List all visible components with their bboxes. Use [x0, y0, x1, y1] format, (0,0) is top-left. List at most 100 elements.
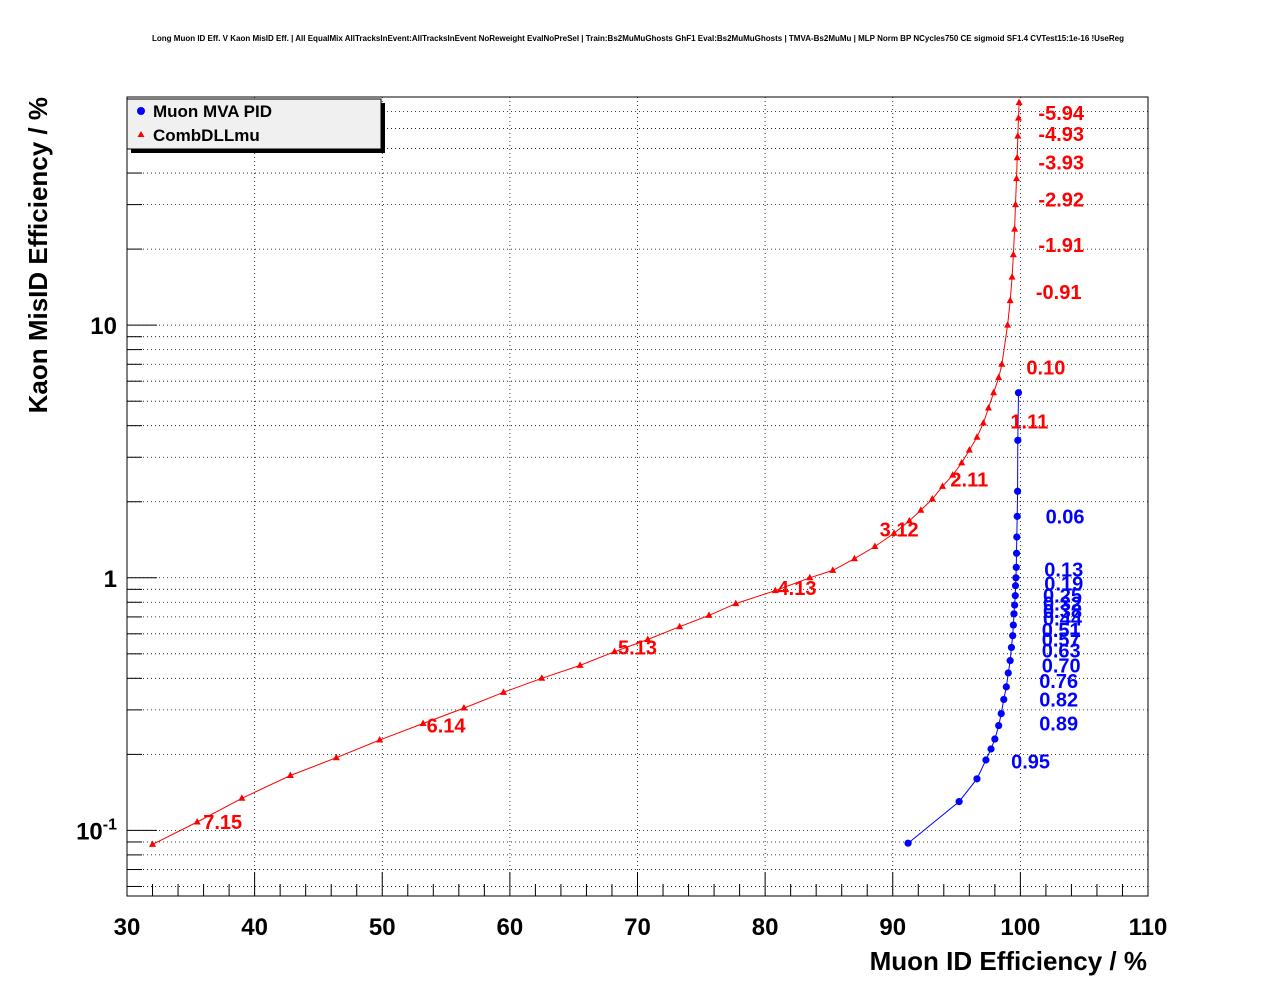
- x-tick-label: 50: [369, 914, 396, 941]
- point-label: -4.93: [1038, 124, 1084, 146]
- data-point: [1010, 610, 1018, 618]
- data-point: [871, 542, 879, 549]
- data-point: [419, 719, 427, 726]
- data-point: [1014, 114, 1022, 121]
- data-point: [1009, 621, 1017, 629]
- point-label: 0.10: [1026, 357, 1065, 379]
- x-tick-labels: 30 40 50 60 70 80 90 100 110: [114, 914, 1168, 941]
- grid: [126, 96, 1149, 896]
- data-point: [990, 388, 998, 396]
- annotation-layer: -5.94-4.93 -3.93 -2.92 -1.91 -0.91 0.10 1.11 2.…: [203, 103, 1085, 834]
- data-point: [965, 446, 973, 453]
- point-label: -0.91: [1036, 282, 1082, 304]
- data-point: [1011, 592, 1019, 600]
- data-point: [1013, 487, 1022, 495]
- data-point: [1012, 563, 1020, 571]
- legend-marker-muon-mva: [137, 107, 145, 115]
- data-point: [705, 611, 713, 618]
- point-label: 1.11: [1010, 412, 1048, 434]
- data-point: [1004, 669, 1012, 677]
- x-tick-label: 40: [241, 914, 268, 941]
- data-point: [1006, 296, 1014, 304]
- data-point: [904, 839, 912, 847]
- plot-frame: [126, 96, 1149, 897]
- point-label: 0.70: [1042, 655, 1081, 677]
- x-tick-label: 90: [879, 914, 906, 941]
- point-label: 0.19: [1044, 573, 1083, 595]
- data-point: [1000, 695, 1008, 704]
- x-tick-label: 60: [497, 914, 524, 941]
- data-point: [806, 573, 814, 581]
- data-point: [1013, 533, 1021, 541]
- point-label: 0.25: [1043, 586, 1082, 608]
- data-point: [1015, 98, 1023, 106]
- data-point: [958, 458, 966, 466]
- y-tick-labels: 10-1 1 10: [76, 313, 117, 845]
- data-point: [676, 622, 684, 630]
- data-point: [1009, 250, 1017, 258]
- point-label: 0.38: [1043, 601, 1082, 623]
- data-point: [973, 433, 981, 440]
- data-point: [644, 635, 652, 642]
- data-point: [538, 674, 546, 681]
- data-point: [1008, 273, 1016, 280]
- data-point: [917, 506, 925, 513]
- data-point: [973, 775, 981, 783]
- point-label: 0.76: [1039, 671, 1078, 693]
- data-point: [979, 418, 987, 426]
- point-label: 0.51: [1042, 620, 1081, 642]
- x-axis-title: Muon ID Efficiency / %: [870, 946, 1147, 976]
- data-point: [1004, 321, 1012, 328]
- x-tick-label: 80: [752, 914, 779, 941]
- x-tick-label: 100: [1000, 914, 1040, 941]
- data-point: [949, 471, 957, 478]
- y-tick-label: 10-1: [76, 816, 117, 845]
- data-point: [905, 516, 913, 524]
- legend-label-combdllmu: CombDLLmu: [153, 126, 260, 145]
- point-label: 0.13: [1044, 559, 1083, 581]
- data-point: [1011, 601, 1019, 609]
- data-point: [998, 360, 1006, 367]
- point-label: -3.93: [1038, 153, 1084, 175]
- point-label: 7.15: [203, 812, 242, 834]
- data-point: [1002, 683, 1010, 691]
- data-point: [576, 661, 584, 668]
- point-label: 3.12: [880, 520, 919, 542]
- axis-ticks: [126, 96, 1149, 896]
- data-point: [1011, 582, 1020, 590]
- data-point: [984, 403, 992, 411]
- point-label: 5.13: [618, 637, 657, 659]
- data-point: [193, 817, 201, 825]
- legend: Muon MVA PID CombDLLmu: [126, 98, 385, 153]
- point-label: 4.13: [778, 578, 817, 600]
- data-point: [987, 745, 995, 753]
- data-point: [1012, 549, 1021, 557]
- point-label: 0.32: [1043, 594, 1082, 616]
- data-point: [955, 798, 963, 806]
- data-point: [1013, 174, 1021, 182]
- point-label: 0.82: [1039, 689, 1078, 711]
- point-label: 2.11: [950, 469, 988, 491]
- data-point: [1012, 200, 1020, 208]
- data-point: [997, 709, 1005, 718]
- point-label: 6.14: [427, 716, 467, 738]
- series-layer: [149, 98, 1023, 847]
- point-label: 0.63: [1042, 641, 1081, 663]
- data-point: [332, 753, 340, 761]
- x-tick-label: 30: [114, 914, 141, 941]
- data-point: [499, 688, 507, 695]
- data-point: [238, 794, 246, 801]
- legend-label-muon-mva: Muon MVA PID: [153, 102, 272, 121]
- legend-box: [126, 98, 382, 150]
- chart-title: Long Muon ID Eff. V Kaon MisID Eff. | Al…: [152, 34, 1124, 43]
- data-point: [286, 771, 294, 778]
- series-line-1: [152, 102, 1020, 845]
- point-label: 0.44: [1043, 608, 1083, 630]
- data-point: [149, 840, 157, 847]
- data-point: [1014, 436, 1022, 444]
- point-label: -1.91: [1038, 235, 1084, 257]
- point-label: 0.89: [1039, 713, 1078, 735]
- data-point: [1014, 389, 1023, 397]
- point-label: -5.94: [1038, 103, 1084, 125]
